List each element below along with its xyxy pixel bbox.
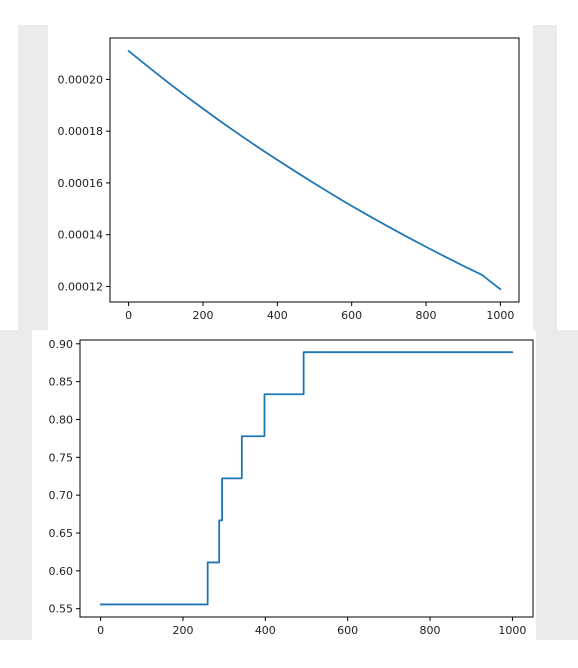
learning-rate-chart: 0.00012 0.00014 0.00016 0.00018 0.00020 0 200 4… (18, 25, 557, 330)
y-tick-label: 0.85 (49, 376, 74, 389)
y-tick-label: 0.70 (49, 489, 74, 502)
series-line (127, 50, 502, 291)
y-tick-label: 0.00014 (58, 229, 104, 242)
right-side-bar (533, 25, 557, 330)
accuracy-chart-panel: 0.55 0.60 0.65 0.70 0.75 0.80 0.85 0.90 0 200 400 6… (0, 330, 578, 668)
x-tick-label: 1000 (498, 624, 526, 637)
x-tick-label: 0 (97, 624, 104, 637)
x-tick-label: 200 (192, 309, 213, 322)
x-tick-label: 200 (172, 624, 193, 637)
y-tick-label: 0.65 (49, 527, 74, 540)
axes-frame (109, 37, 520, 303)
y-tick-label: 0.00020 (58, 73, 104, 86)
x-tick-label: 800 (416, 309, 437, 322)
left-side-bar (0, 330, 32, 640)
x-tick-label: 800 (420, 624, 441, 637)
y-tick-label: 0.60 (49, 565, 74, 578)
y-tick-label: 0.00018 (58, 125, 104, 138)
x-tick-label: 0 (125, 309, 132, 322)
x-tick-label: 1000 (486, 309, 514, 322)
y-tick-label: 0.00016 (58, 177, 104, 190)
accuracy-chart: 0.55 0.60 0.65 0.70 0.75 0.80 0.85 0.90 0 200 400 6… (0, 330, 578, 640)
x-tick-label: 600 (337, 624, 358, 637)
series-line (99, 351, 514, 606)
right-side-bar (536, 330, 578, 640)
x-tick-label: 400 (255, 624, 276, 637)
y-tick-label: 0.55 (49, 603, 74, 616)
y-tick-label: 0.00012 (58, 280, 104, 293)
y-tick-label: 0.75 (49, 451, 74, 464)
x-tick-label: 600 (341, 309, 362, 322)
left-side-bar (18, 25, 48, 330)
axes-frame (79, 339, 534, 618)
y-tick-label: 0.90 (49, 338, 74, 351)
y-tick-label: 0.80 (49, 413, 74, 426)
learning-rate-chart-panel: 0.00012 0.00014 0.00016 0.00018 0.00020 0 200 4… (0, 0, 578, 330)
plot-area: 0.00012 0.00014 0.00016 0.00018 0.00020 0 200 4… (58, 37, 520, 322)
x-tick-label: 400 (267, 309, 288, 322)
plot-area: 0.55 0.60 0.65 0.70 0.75 0.80 0.85 0.90 0 200 400 6… (49, 338, 534, 637)
